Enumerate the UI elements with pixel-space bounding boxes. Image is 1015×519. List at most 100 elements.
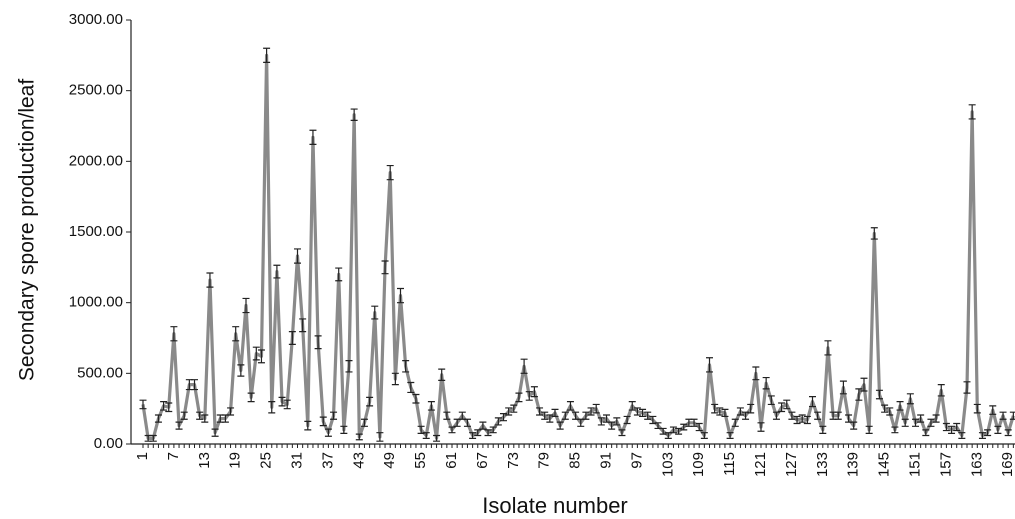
error-bar (592, 403, 600, 414)
error-bar (958, 432, 966, 439)
error-bar (417, 425, 425, 434)
error-bar (711, 403, 719, 414)
error-bar (211, 428, 219, 437)
error-bar (165, 402, 173, 413)
error-bar (870, 227, 878, 240)
error-bar (881, 404, 889, 413)
error-bar (386, 164, 394, 181)
error-bar (948, 425, 956, 434)
error-bar (695, 422, 703, 432)
error-bar (628, 401, 636, 411)
error-bar (788, 411, 796, 420)
error-bar (273, 264, 281, 279)
error-bar (623, 415, 631, 425)
error-bar (875, 389, 883, 400)
error-bar (191, 379, 198, 391)
x-tick-label: 19 (227, 452, 244, 469)
error-bar (757, 422, 765, 432)
error-bar (154, 414, 162, 423)
x-tick-label: 139 (845, 452, 862, 477)
x-tick-label: 127 (783, 452, 800, 477)
error-bar (556, 421, 564, 430)
error-bar (345, 360, 353, 373)
error-bar (324, 428, 332, 437)
error-bar (994, 425, 1002, 434)
error-bar (263, 47, 271, 63)
error-bar (736, 407, 744, 416)
error-bar (505, 407, 513, 416)
series-line (141, 53, 1015, 440)
error-bar (608, 421, 616, 430)
x-tick-label: 43 (350, 452, 367, 469)
error-bar (381, 260, 389, 275)
error-bar (927, 418, 935, 427)
error-bar (247, 392, 255, 403)
error-bar (350, 108, 358, 121)
error-bar (644, 411, 652, 420)
error-bar (953, 422, 961, 432)
x-tick-label: 133 (814, 452, 831, 477)
error-bar (886, 407, 894, 416)
error-bar (824, 340, 832, 356)
x-tick-label: 85 (567, 452, 584, 469)
error-bar (139, 399, 147, 410)
error-bar (335, 267, 343, 282)
y-tick-label: 2000.00 (69, 152, 123, 169)
error-bar (242, 297, 250, 314)
error-bar (530, 386, 538, 398)
error-bar (412, 393, 420, 404)
error-bar (314, 335, 322, 350)
y-axis-label: Secondary spore production/leaf (16, 79, 39, 382)
error-bar (360, 418, 368, 427)
x-tick-label: 61 (443, 452, 460, 469)
error-bar (330, 411, 338, 420)
error-bar (649, 415, 657, 425)
error-bar (659, 427, 667, 435)
error-bar (855, 388, 863, 401)
error-bar (726, 432, 734, 439)
error-bar (772, 411, 780, 420)
error-bar (968, 104, 976, 120)
error-bar (587, 407, 595, 416)
error-bar (1004, 429, 1012, 437)
error-bar (397, 287, 404, 304)
error-bar (407, 381, 415, 394)
error-bar (541, 411, 549, 420)
error-bar (283, 399, 291, 410)
error-bar (834, 411, 842, 420)
x-tick-label: 103 (659, 452, 676, 477)
error-bar (371, 305, 379, 320)
y-tick-label: 500.00 (77, 364, 123, 381)
error-bar (978, 432, 986, 439)
x-tick-label: 49 (381, 452, 398, 469)
x-tick-label: 157 (937, 452, 954, 477)
x-tick-label: 31 (288, 452, 305, 469)
x-tick-label: 115 (721, 452, 738, 476)
error-bar (180, 411, 188, 420)
error-bar (850, 421, 858, 430)
x-tick-label: 1 (134, 452, 151, 460)
error-bar (206, 272, 214, 288)
x-tick-label: 37 (319, 452, 336, 469)
error-bar (201, 414, 209, 423)
error-bar (355, 433, 363, 441)
x-tick-label: 7 (165, 452, 182, 460)
x-tick-label: 73 (505, 452, 522, 469)
x-axis-label: Isolate number (482, 493, 628, 518)
x-tick-label: 169 (999, 452, 1015, 477)
error-bar (633, 407, 641, 416)
error-bar (669, 426, 677, 434)
x-tick-label: 121 (752, 452, 769, 477)
y-tick-label: 1000.00 (69, 294, 123, 311)
y-tick-label: 1500.00 (69, 223, 123, 240)
error-bar (299, 318, 307, 333)
error-bar (747, 403, 755, 414)
error-bar (798, 414, 806, 423)
error-bar (474, 429, 482, 437)
x-tick-label: 151 (906, 452, 923, 477)
error-bar (942, 422, 950, 432)
error-bar (494, 417, 502, 426)
error-bar (366, 396, 374, 407)
error-bar (160, 401, 168, 411)
error-bar (427, 401, 435, 411)
